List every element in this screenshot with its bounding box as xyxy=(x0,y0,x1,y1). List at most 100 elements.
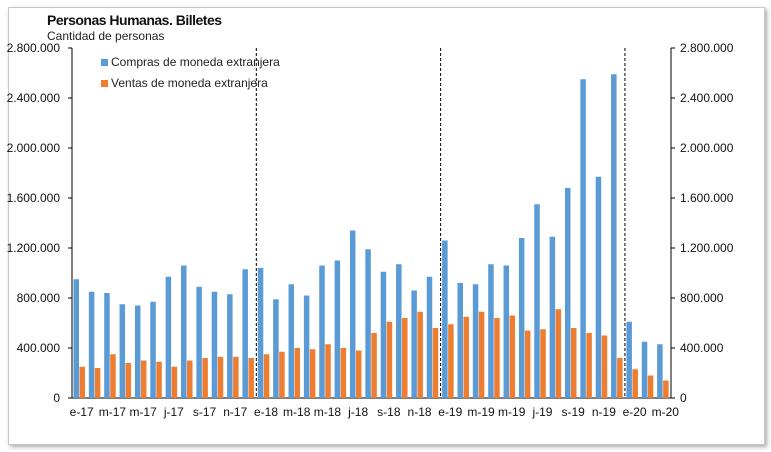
bar-compras xyxy=(472,284,479,398)
bar-ventas xyxy=(187,360,193,398)
y2-tick-label: 0 xyxy=(680,391,687,405)
bar-compras xyxy=(488,264,494,398)
bar-ventas xyxy=(617,358,623,398)
bar-compras xyxy=(396,264,402,398)
bar-ventas xyxy=(125,363,132,398)
bar-compras xyxy=(549,236,556,398)
bar-ventas xyxy=(402,318,408,398)
legend-swatch xyxy=(101,59,108,66)
bar-ventas xyxy=(632,369,638,398)
x-tick-label: m-18 xyxy=(314,405,342,419)
bar-compras xyxy=(457,283,463,398)
y2-tick-label: 1.200.000 xyxy=(680,241,734,255)
bar-compras xyxy=(73,279,79,398)
chart-frame xyxy=(8,7,765,445)
x-tick-label: j-17 xyxy=(163,405,184,419)
legend-label: Compras de moneda extranjera xyxy=(111,55,280,69)
x-tick-label: m-17 xyxy=(129,405,157,419)
bar-ventas xyxy=(509,315,516,398)
y2-tick-label: 400.000 xyxy=(680,341,724,355)
y2-tick-label: 2.800.000 xyxy=(680,41,734,55)
chart-subtitle: Cantidad de personas xyxy=(47,29,165,43)
bar-compras xyxy=(150,301,156,398)
bar-compras xyxy=(303,295,310,398)
bar-ventas xyxy=(371,333,377,398)
bar-ventas xyxy=(540,329,546,398)
bar-compras xyxy=(380,271,387,398)
bar-ventas xyxy=(601,335,608,398)
bar-compras xyxy=(657,344,663,398)
y-tick-label: 1.600.000 xyxy=(7,191,61,205)
bar-compras xyxy=(580,79,586,398)
y-tick-label: 400.000 xyxy=(17,341,61,355)
bar-ventas xyxy=(463,316,469,398)
x-tick-label: e-18 xyxy=(254,405,278,419)
bar-ventas xyxy=(555,309,562,398)
bar-compras xyxy=(273,299,279,398)
x-tick-label: e-17 xyxy=(70,405,94,419)
x-tick-label: e-19 xyxy=(438,405,462,419)
y-tick-label: 800.000 xyxy=(17,291,61,305)
bar-compras xyxy=(334,260,341,398)
bar-compras xyxy=(257,268,264,398)
bar-ventas xyxy=(355,350,362,398)
bar-compras xyxy=(134,305,141,398)
bar-ventas xyxy=(309,349,316,398)
bar-ventas xyxy=(156,361,162,398)
bar-ventas xyxy=(432,328,439,398)
y2-tick-label: 2.000.000 xyxy=(680,141,734,155)
bar-compras xyxy=(595,176,602,398)
bar-compras xyxy=(641,341,648,398)
x-tick-label: m-17 xyxy=(99,405,127,419)
bar-ventas xyxy=(494,318,500,398)
bar-compras xyxy=(104,293,110,398)
x-tick-label: e-20 xyxy=(623,405,647,419)
bar-ventas xyxy=(110,354,116,398)
bar-compras xyxy=(518,238,525,398)
x-tick-label: m-18 xyxy=(283,405,311,419)
x-tick-label: s-19 xyxy=(561,405,585,419)
bar-compras xyxy=(349,230,356,398)
y-tick-label: 0 xyxy=(53,391,60,405)
x-tick-label: j-19 xyxy=(531,405,552,419)
legend-label: Ventas de moneda extranjera xyxy=(111,76,268,90)
bar-ventas xyxy=(325,344,331,398)
bar-compras xyxy=(288,284,295,398)
bar-ventas xyxy=(263,354,270,398)
bar-ventas xyxy=(647,375,654,398)
y-tick-label: 2.800.000 xyxy=(7,41,61,55)
bar-compras xyxy=(181,265,187,398)
bar-compras xyxy=(626,321,632,398)
x-tick-label: m-19 xyxy=(467,405,495,419)
x-tick-label: j-18 xyxy=(347,405,368,419)
bar-ventas xyxy=(94,368,101,398)
bar-ventas xyxy=(294,348,301,398)
bar-compras xyxy=(442,240,448,398)
bar-compras xyxy=(211,291,218,398)
x-tick-label: n-19 xyxy=(592,405,616,419)
bar-ventas xyxy=(448,324,454,398)
x-tick-label: n-17 xyxy=(223,405,247,419)
bar-compras xyxy=(534,204,540,398)
bar-compras xyxy=(611,74,617,398)
x-tick-label: n-18 xyxy=(408,405,432,419)
bar-ventas xyxy=(586,333,592,398)
bar-ventas xyxy=(171,366,178,398)
bar-compras xyxy=(227,294,233,398)
y2-tick-label: 2.400.000 xyxy=(680,91,734,105)
x-tick-label: m-20 xyxy=(652,405,680,419)
bar-compras xyxy=(196,286,202,398)
bar-ventas xyxy=(570,328,577,398)
bar-compras xyxy=(365,249,371,398)
bar-ventas xyxy=(340,348,347,398)
y-tick-label: 2.000.000 xyxy=(7,141,61,155)
bar-ventas xyxy=(478,311,485,398)
bar-compras xyxy=(165,276,172,398)
bar-ventas xyxy=(386,321,393,398)
bar-ventas xyxy=(248,358,254,398)
y2-tick-label: 800.000 xyxy=(680,291,724,305)
bar-ventas xyxy=(79,366,85,398)
bar-ventas xyxy=(279,351,285,398)
chart-title: Personas Humanas. Billetes xyxy=(47,12,222,28)
